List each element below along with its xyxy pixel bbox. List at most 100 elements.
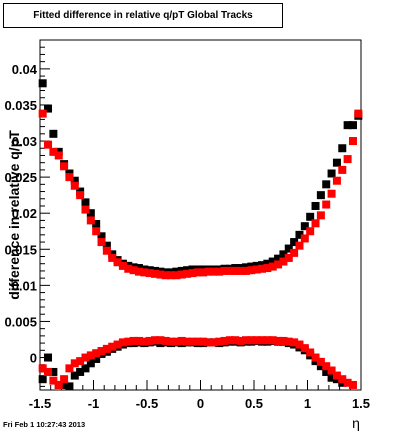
data-point	[49, 147, 58, 156]
data-point	[252, 336, 261, 345]
data-point	[300, 344, 309, 353]
data-point	[199, 337, 208, 346]
data-point	[70, 359, 79, 368]
data-point	[322, 180, 331, 189]
data-points	[38, 79, 363, 391]
chart-title: Fitted difference in relative q/pT Globa…	[3, 3, 283, 28]
y-tick-label: 0.015	[4, 242, 37, 257]
data-point	[274, 254, 283, 263]
data-point	[284, 337, 293, 346]
data-point	[306, 348, 315, 357]
data-point	[209, 338, 218, 347]
data-point	[193, 337, 202, 346]
data-point	[86, 209, 95, 218]
data-point	[81, 353, 90, 362]
data-point	[172, 337, 181, 346]
data-point	[306, 227, 315, 236]
data-point	[236, 336, 245, 345]
data-point	[70, 176, 79, 185]
data-point	[327, 169, 336, 178]
data-point	[231, 266, 240, 275]
data-point	[193, 268, 202, 277]
data-point	[65, 382, 74, 391]
x-tick-label: -1.5	[29, 396, 51, 411]
data-point	[70, 371, 79, 380]
data-point	[241, 336, 250, 345]
data-point	[332, 158, 341, 167]
data-point	[247, 336, 256, 345]
data-point	[263, 264, 272, 273]
data-point	[124, 264, 133, 273]
y-tick-label: 0	[30, 351, 37, 366]
data-point	[274, 336, 283, 345]
data-point	[225, 336, 234, 345]
data-point	[177, 270, 186, 279]
data-point	[156, 336, 165, 345]
data-point	[338, 375, 347, 384]
data-point	[268, 257, 277, 266]
data-point	[354, 109, 363, 118]
data-point	[183, 337, 192, 346]
data-point	[81, 205, 90, 214]
data-point	[151, 336, 160, 345]
data-point	[76, 191, 85, 200]
data-point	[108, 253, 117, 262]
data-point	[263, 336, 272, 345]
data-point	[295, 340, 304, 349]
data-point	[343, 121, 352, 130]
data-point	[268, 262, 277, 271]
data-point	[161, 271, 170, 280]
y-tick-label: 0.035	[4, 98, 37, 113]
axes: -1.5 -1 -0.5 0 0.5 1 1.5 0 0.005 0.01 0.015 0.02 0.0…	[4, 39, 370, 411]
data-point	[113, 258, 122, 267]
data-point	[134, 267, 143, 276]
data-point	[188, 337, 197, 346]
data-point	[204, 267, 213, 276]
data-point	[183, 269, 192, 278]
y-tick-label: 0.005	[4, 314, 37, 329]
data-point	[311, 353, 320, 362]
data-point	[167, 337, 176, 346]
data-point	[108, 342, 117, 351]
data-point	[86, 359, 95, 368]
data-point	[44, 104, 53, 113]
data-point	[54, 380, 63, 389]
y-tick-label: 0.03	[12, 134, 37, 149]
data-point	[343, 155, 352, 164]
data-point	[76, 357, 85, 366]
data-point	[102, 246, 111, 255]
data-point	[44, 353, 53, 362]
data-point	[161, 336, 170, 345]
data-point	[284, 253, 293, 262]
data-point	[145, 336, 154, 345]
data-point	[129, 336, 138, 345]
data-point	[204, 338, 213, 347]
data-point	[258, 336, 267, 345]
x-tick-label: -1	[88, 396, 100, 411]
data-point	[44, 140, 53, 149]
data-point	[65, 364, 74, 373]
data-point	[49, 129, 58, 138]
data-point	[247, 266, 256, 275]
data-point	[268, 336, 277, 345]
data-point	[151, 269, 160, 278]
data-point	[167, 271, 176, 280]
data-point	[225, 266, 234, 275]
data-point	[322, 367, 331, 376]
data-point	[118, 338, 127, 347]
data-point	[215, 267, 224, 276]
data-point	[290, 238, 299, 247]
y-tick-label: 0.01	[12, 278, 37, 293]
data-point	[76, 367, 85, 376]
data-point	[316, 191, 325, 200]
data-point	[92, 227, 101, 236]
data-point	[38, 375, 47, 384]
data-point	[60, 375, 69, 384]
data-point	[102, 344, 111, 353]
data-point	[65, 173, 74, 182]
data-point	[44, 367, 53, 376]
data-point	[279, 257, 288, 266]
x-tick-label: -0.5	[136, 396, 158, 411]
data-point	[81, 364, 90, 373]
